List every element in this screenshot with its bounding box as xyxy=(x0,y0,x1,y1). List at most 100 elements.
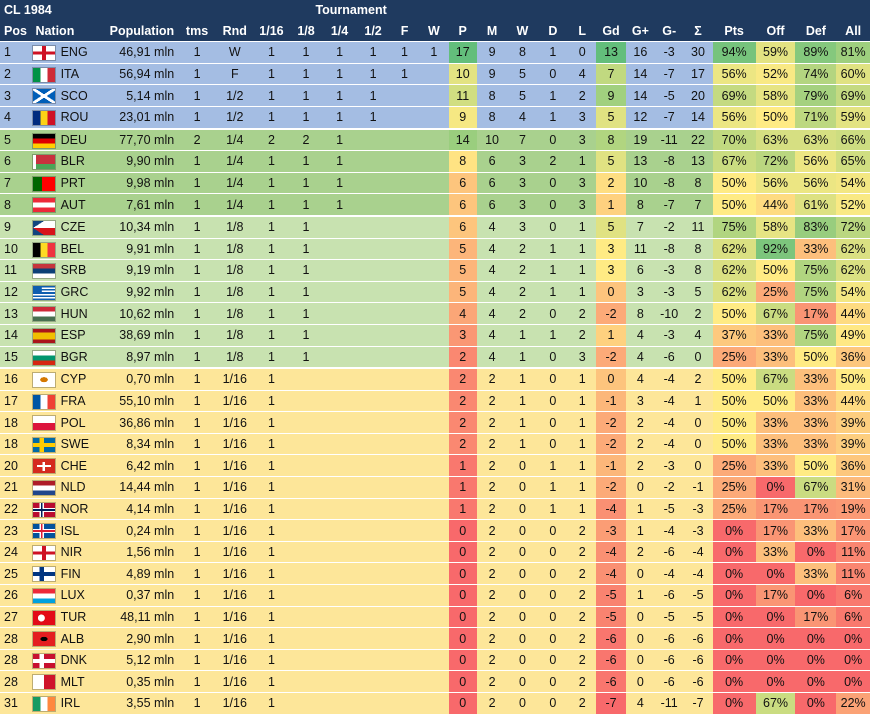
cell-def: 17% xyxy=(795,498,837,521)
cell-t2 xyxy=(356,476,390,499)
cell-population: 5,12 mln xyxy=(98,649,179,672)
cell-def: 63% xyxy=(795,127,837,152)
cell-l: 2 xyxy=(568,649,597,672)
cell-gd: 1 xyxy=(596,324,626,347)
cell-pts: 69% xyxy=(712,84,756,107)
cell-flag xyxy=(31,649,57,672)
cell-flag xyxy=(31,627,57,650)
cell-t4: 1 xyxy=(322,193,357,217)
table-row: 18 POL 36,86 mln 1 1/16 1 2 2 1 0 1 -2 2 -4 0 50% 33% 33%… xyxy=(0,411,870,434)
col-header-points: P xyxy=(448,20,477,43)
cell-gd: -5 xyxy=(596,584,626,607)
cell-all: 6% xyxy=(836,584,870,607)
cell-all: 19% xyxy=(836,498,870,521)
cell-pts: 0% xyxy=(712,606,756,629)
cell-t16: 1 xyxy=(253,367,290,391)
cell-t8: 1 xyxy=(289,63,323,86)
cell-gd: -3 xyxy=(596,519,626,542)
cell-t2 xyxy=(356,670,390,693)
cell-population: 9,92 mln xyxy=(98,281,179,304)
cell-p: 2 xyxy=(448,411,477,434)
cell-gd: -1 xyxy=(596,454,626,478)
cell-d: 0 xyxy=(537,606,569,629)
cell-pts: 50% xyxy=(712,172,756,195)
cell-rnd: 1/16 xyxy=(215,627,254,650)
cell-tms: 1 xyxy=(178,584,216,607)
cell-gm: -4 xyxy=(655,519,684,542)
cell-p: 0 xyxy=(448,649,477,672)
cell-tw xyxy=(419,324,449,347)
cell-t8 xyxy=(289,411,323,434)
cell-gm: -7 xyxy=(655,193,684,217)
cell-pts: 0% xyxy=(712,541,756,564)
cell-tf xyxy=(389,259,420,282)
flag-blr-icon xyxy=(33,155,55,170)
cell-gm: -8 xyxy=(655,238,684,261)
cell-tf xyxy=(389,649,420,672)
table-row: 22 NOR 4,14 mln 1 1/16 1 1 2 0 1 1 -4 1 -5 -3 25% 17% 17%… xyxy=(0,498,870,521)
cell-population: 4,14 mln xyxy=(98,498,179,521)
flag-prt-icon xyxy=(33,176,55,191)
table-row: 17 FRA 55,10 mln 1 1/16 1 2 2 1 0 1 -1 3 -4 1 50% 50% 33%… xyxy=(0,390,870,413)
col-header-off: Off xyxy=(755,20,796,43)
cell-p: 6 xyxy=(448,214,477,239)
table-row: 26 LUX 0,37 mln 1 1/16 1 0 2 0 0 2 -5 1 -6 -5 0% 17% 0% 6% xyxy=(0,584,870,607)
cell-off: 0% xyxy=(755,562,796,586)
cell-gd: -1 xyxy=(596,390,626,413)
flag-srb-icon xyxy=(33,264,55,279)
cell-t2 xyxy=(356,281,390,304)
cell-all: 49% xyxy=(836,324,870,347)
cell-pts: 75% xyxy=(712,214,756,239)
cell-l: 0 xyxy=(568,41,597,64)
cell-t2 xyxy=(356,606,390,629)
cell-t4 xyxy=(322,302,357,325)
cell-sum: -6 xyxy=(683,649,713,672)
cell-off: 0% xyxy=(755,670,796,693)
cell-m: 4 xyxy=(476,214,508,239)
cell-all: 0% xyxy=(836,670,870,693)
cell-pos: 4 xyxy=(0,106,32,130)
cell-d: 0 xyxy=(537,172,569,195)
cell-all: 54% xyxy=(836,281,870,304)
cell-w: 0 xyxy=(507,454,538,478)
cell-all: 31% xyxy=(836,476,870,499)
cell-all: 69% xyxy=(836,84,870,107)
cell-t8: 1 xyxy=(289,150,323,173)
cell-p: 5 xyxy=(448,238,477,261)
cell-pos: 3 xyxy=(0,84,32,107)
table-row: 13 HUN 10,62 mln 1 1/8 1 1 4 4 2 0 2 -2 8 -10 2 50% 67% 17… xyxy=(0,302,870,325)
cell-t2 xyxy=(356,411,390,434)
cell-flag xyxy=(31,476,57,499)
cell-pts: 62% xyxy=(712,259,756,282)
cell-l: 2 xyxy=(568,84,597,107)
cell-gd: -7 xyxy=(596,692,626,715)
cell-population: 0,24 mln xyxy=(98,519,179,542)
cell-def: 0% xyxy=(795,692,837,715)
cell-nation: PRT xyxy=(56,172,99,195)
cell-sum: -5 xyxy=(683,584,713,607)
cell-gd: -5 xyxy=(596,606,626,629)
cell-p: 2 xyxy=(448,390,477,413)
cell-w: 0 xyxy=(507,649,538,672)
cell-tw xyxy=(419,346,449,369)
cell-gp: 4 xyxy=(625,346,656,369)
cell-t2 xyxy=(356,150,390,173)
cell-rnd: 1/16 xyxy=(215,454,254,478)
cell-t8 xyxy=(289,433,323,456)
cell-m: 2 xyxy=(476,411,508,434)
cell-gm: -5 xyxy=(655,498,684,521)
cell-tw xyxy=(419,150,449,173)
cell-p: 2 xyxy=(448,367,477,391)
cell-p: 0 xyxy=(448,670,477,693)
table-row: 28 MLT 0,35 mln 1 1/16 1 0 2 0 0 2 -6 0 -6 -6 0% 0% 0% 0% xyxy=(0,670,870,693)
cell-gm: -6 xyxy=(655,584,684,607)
cell-tms: 2 xyxy=(178,127,216,152)
cell-tf xyxy=(389,238,420,261)
cell-nation: CHE xyxy=(56,454,99,478)
cell-nation: DEU xyxy=(56,127,99,152)
cell-t2 xyxy=(356,627,390,650)
cell-pos: 22 xyxy=(0,498,32,521)
cell-m: 6 xyxy=(476,150,508,173)
cell-gp: 4 xyxy=(625,324,656,347)
